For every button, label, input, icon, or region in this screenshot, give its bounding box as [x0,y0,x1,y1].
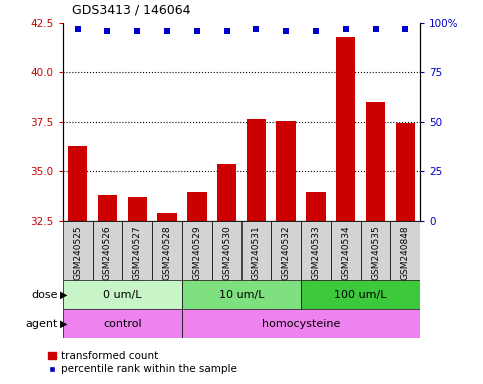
Text: GSM240533: GSM240533 [312,225,320,280]
Text: GSM240527: GSM240527 [133,225,142,280]
Bar [306,192,326,221]
Bar [301,280,420,309]
Text: GSM240532: GSM240532 [282,225,291,280]
Point [401,26,409,32]
Bar [396,123,415,221]
Bar [242,221,271,280]
Text: 10 um/L: 10 um/L [219,290,264,300]
Text: GSM240534: GSM240534 [341,225,350,280]
Bar [182,309,420,338]
Bar [63,309,182,338]
Legend: transformed count, percentile rank within the sample: transformed count, percentile rank withi… [44,347,241,378]
Bar [98,195,117,221]
Point [342,26,350,32]
Point [282,28,290,34]
Bar [157,213,177,221]
Bar [212,221,242,280]
Bar [152,221,182,280]
Text: control: control [103,318,142,329]
Bar [336,37,355,221]
Bar [331,221,361,280]
Bar [366,102,385,221]
Text: GSM240530: GSM240530 [222,225,231,280]
Text: agent: agent [26,318,58,329]
Bar [63,280,182,309]
Point [372,26,380,32]
Bar [182,221,212,280]
Point [163,28,171,34]
Text: dose: dose [31,290,58,300]
Point [74,26,82,32]
Text: GSM240528: GSM240528 [163,225,171,280]
Text: GDS3413 / 146064: GDS3413 / 146064 [72,4,191,17]
Point [253,26,260,32]
Bar [68,146,87,221]
Text: ▶: ▶ [60,290,68,300]
Bar [182,280,301,309]
Bar [390,221,420,280]
Point [133,28,141,34]
Bar [276,121,296,221]
Bar [301,221,331,280]
Text: homocysteine: homocysteine [262,318,340,329]
Point [312,28,320,34]
Bar [247,119,266,221]
Bar [217,164,236,221]
Point [223,28,230,34]
Text: GSM240525: GSM240525 [73,225,82,280]
Bar [122,221,152,280]
Bar [361,221,390,280]
Text: GSM240531: GSM240531 [252,225,261,280]
Text: GSM240526: GSM240526 [103,225,112,280]
Text: 0 um/L: 0 um/L [103,290,142,300]
Point [104,28,112,34]
Text: GSM240529: GSM240529 [192,225,201,280]
Bar [93,221,122,280]
Text: GSM240535: GSM240535 [371,225,380,280]
Bar [271,221,301,280]
Bar [128,197,147,221]
Text: ▶: ▶ [60,318,68,329]
Bar [187,192,207,221]
Text: GSM240848: GSM240848 [401,225,410,280]
Point [193,28,201,34]
Text: 100 um/L: 100 um/L [334,290,387,300]
Bar [63,221,93,280]
